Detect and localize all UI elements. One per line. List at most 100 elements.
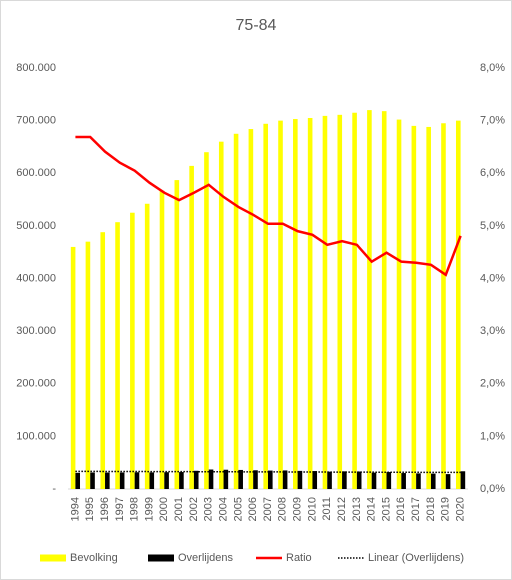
x-tick-label: 2015 bbox=[380, 497, 392, 521]
x-tick-label: 2001 bbox=[173, 497, 185, 521]
x-tick-label: 1996 bbox=[99, 497, 111, 521]
y2-tick-label: 8,0% bbox=[480, 62, 505, 74]
bar bbox=[85, 241, 91, 489]
bar bbox=[460, 471, 466, 489]
bar bbox=[134, 472, 140, 489]
bar bbox=[238, 469, 243, 489]
x-tick-label: 2011 bbox=[321, 497, 333, 521]
legend-label: Bevolking bbox=[70, 552, 118, 564]
bar bbox=[426, 126, 431, 489]
bar bbox=[307, 117, 313, 490]
bar bbox=[159, 190, 165, 489]
bar bbox=[218, 141, 224, 490]
bar bbox=[130, 212, 135, 489]
line bbox=[75, 135, 462, 277]
bar bbox=[75, 472, 81, 489]
bar bbox=[297, 470, 303, 489]
x-tick-label: 2008 bbox=[277, 497, 289, 521]
x-tick-label: 2019 bbox=[440, 497, 452, 521]
legend-swatch bbox=[148, 554, 174, 562]
y-tick-label: 200.000 bbox=[16, 378, 56, 390]
y-tick-label: - bbox=[52, 483, 56, 495]
bar bbox=[268, 470, 273, 489]
x-tick-label: 2014 bbox=[366, 497, 378, 521]
bar bbox=[189, 165, 194, 489]
y2-tick-label: 4,0% bbox=[480, 272, 505, 284]
bar bbox=[253, 470, 258, 489]
bar bbox=[105, 472, 110, 489]
y-tick-label: 400.000 bbox=[16, 272, 56, 284]
y2-tick-label: 3,0% bbox=[480, 325, 505, 337]
bar bbox=[327, 471, 332, 489]
bar bbox=[371, 472, 377, 489]
bar bbox=[223, 469, 229, 489]
bar bbox=[441, 123, 446, 489]
bar bbox=[342, 471, 347, 489]
x-tick-label: 2017 bbox=[410, 497, 422, 521]
bar bbox=[416, 473, 421, 489]
y-tick-label: 700.000 bbox=[16, 115, 56, 127]
y-tick-label: 800.000 bbox=[16, 62, 56, 74]
chart-title: 75-84 bbox=[236, 17, 277, 34]
x-tick-label: 1998 bbox=[129, 497, 141, 521]
y2-tick-label: 6,0% bbox=[480, 167, 505, 179]
y2-tick-label: 0,0% bbox=[480, 483, 505, 495]
x-tick-label: 1997 bbox=[114, 497, 126, 521]
y-tick-label: 600.000 bbox=[16, 167, 56, 179]
y-tick-label: 100.000 bbox=[16, 430, 56, 442]
x-tick-label: 2002 bbox=[188, 497, 200, 521]
bar bbox=[115, 222, 120, 489]
bar bbox=[411, 125, 417, 489]
y2-tick-label: 1,0% bbox=[480, 430, 505, 442]
bar bbox=[100, 232, 106, 489]
x-tick-label: 2013 bbox=[351, 497, 363, 521]
y-tick-label: 500.000 bbox=[16, 220, 56, 232]
bar bbox=[386, 472, 392, 489]
x-tick-label: 1999 bbox=[143, 497, 155, 521]
x-tick-label: 2006 bbox=[247, 497, 259, 521]
x-tick-label: 2003 bbox=[203, 497, 215, 521]
bar bbox=[367, 110, 372, 489]
x-tick-label: 2007 bbox=[262, 497, 274, 521]
bar bbox=[248, 129, 254, 490]
bar bbox=[263, 123, 268, 489]
x-tick-label: 2010 bbox=[306, 497, 318, 521]
bar bbox=[164, 472, 169, 489]
bar bbox=[90, 472, 95, 489]
bar bbox=[70, 246, 76, 489]
bar bbox=[352, 112, 357, 489]
legend-label: Ratio bbox=[286, 552, 312, 564]
bar bbox=[396, 119, 402, 489]
bar bbox=[233, 133, 239, 489]
y2-tick-label: 2,0% bbox=[480, 378, 505, 390]
legend-label: Linear (Overlijdens) bbox=[368, 552, 464, 564]
bar bbox=[401, 473, 406, 489]
bar bbox=[312, 471, 318, 489]
bar bbox=[356, 471, 362, 489]
line bbox=[75, 470, 461, 474]
y-tick-label: 300.000 bbox=[16, 325, 56, 337]
x-tick-label: 2005 bbox=[232, 497, 244, 521]
bar bbox=[381, 111, 387, 489]
x-tick-label: 2016 bbox=[395, 497, 407, 521]
bar bbox=[293, 119, 298, 489]
bar bbox=[208, 469, 214, 489]
y2-tick-label: 5,0% bbox=[480, 220, 505, 232]
x-tick-label: 1995 bbox=[84, 497, 96, 521]
legend-swatch bbox=[40, 554, 66, 562]
bar bbox=[204, 152, 209, 489]
bar bbox=[337, 114, 343, 490]
bar bbox=[430, 473, 436, 489]
bar bbox=[149, 472, 155, 489]
x-tick-label: 2004 bbox=[217, 497, 229, 521]
x-tick-label: 2018 bbox=[425, 497, 437, 521]
bar bbox=[174, 180, 180, 489]
bar bbox=[179, 472, 184, 489]
legend-label: Overlijdens bbox=[178, 552, 234, 564]
x-tick-label: 2009 bbox=[292, 497, 304, 521]
bar bbox=[322, 115, 328, 490]
x-tick-label: 2000 bbox=[158, 497, 170, 521]
bar bbox=[445, 474, 451, 489]
